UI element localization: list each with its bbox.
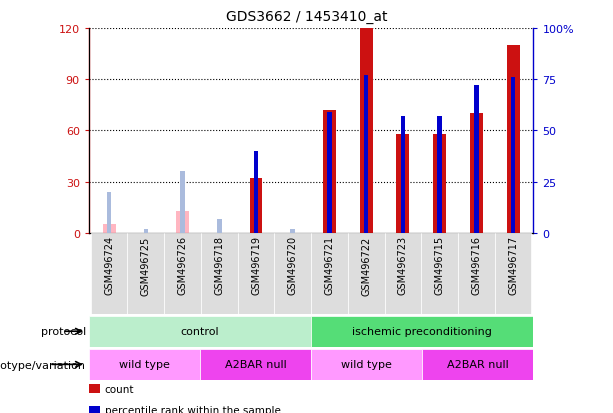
Text: GSM496722: GSM496722	[361, 236, 371, 295]
Text: GSM496723: GSM496723	[398, 236, 408, 295]
Bar	[401, 117, 405, 233]
Text: control: control	[181, 326, 219, 337]
Text: GSM496717: GSM496717	[508, 236, 518, 295]
Text: GDS3662 / 1453410_at: GDS3662 / 1453410_at	[226, 10, 387, 24]
Bar	[180, 172, 185, 233]
Bar	[511, 78, 516, 233]
Bar	[249, 179, 262, 233]
Text: percentile rank within the sample: percentile rank within the sample	[105, 405, 281, 413]
Bar	[348, 233, 384, 314]
Text: GSM496726: GSM496726	[178, 236, 188, 295]
Bar	[89, 316, 311, 347]
Bar	[107, 192, 112, 233]
Text: A2BAR null: A2BAR null	[447, 359, 509, 370]
Bar	[128, 233, 164, 314]
Text: protocol: protocol	[40, 327, 86, 337]
Text: GSM496716: GSM496716	[471, 236, 481, 294]
Bar	[89, 349, 200, 380]
Bar	[474, 86, 479, 233]
Text: GSM496719: GSM496719	[251, 236, 261, 294]
Bar	[311, 349, 422, 380]
Bar	[421, 233, 458, 314]
Bar	[311, 316, 533, 347]
Text: A2BAR null: A2BAR null	[225, 359, 286, 370]
Bar	[433, 135, 446, 233]
Text: wild type: wild type	[341, 359, 392, 370]
Bar	[470, 114, 483, 233]
Text: wild type: wild type	[119, 359, 170, 370]
Text: genotype/variation: genotype/variation	[0, 360, 86, 370]
Bar	[422, 349, 533, 380]
Bar	[397, 135, 409, 233]
Bar	[384, 233, 421, 314]
Bar	[360, 29, 373, 233]
Bar	[217, 219, 221, 233]
Bar	[143, 229, 148, 233]
Bar	[327, 113, 332, 233]
Text: GSM496721: GSM496721	[324, 236, 335, 295]
Bar	[275, 233, 311, 314]
Text: GSM496720: GSM496720	[287, 236, 298, 295]
Text: GSM496724: GSM496724	[104, 236, 114, 295]
Bar	[323, 111, 336, 233]
Bar	[364, 76, 368, 233]
Bar	[438, 117, 442, 233]
Bar	[238, 233, 275, 314]
Bar	[311, 233, 348, 314]
Bar	[91, 233, 128, 314]
Text: GSM496718: GSM496718	[215, 236, 224, 294]
Bar	[458, 233, 495, 314]
Bar	[200, 349, 311, 380]
Text: count: count	[105, 384, 134, 394]
Bar	[495, 233, 531, 314]
Bar	[102, 225, 115, 233]
Bar	[254, 152, 258, 233]
Bar	[201, 233, 238, 314]
Text: ischemic preconditioning: ischemic preconditioning	[352, 326, 492, 337]
Bar	[176, 211, 189, 233]
Text: GSM496725: GSM496725	[141, 236, 151, 295]
Text: GSM496715: GSM496715	[435, 236, 444, 295]
Bar	[291, 229, 295, 233]
Bar	[507, 46, 520, 233]
Bar	[164, 233, 201, 314]
